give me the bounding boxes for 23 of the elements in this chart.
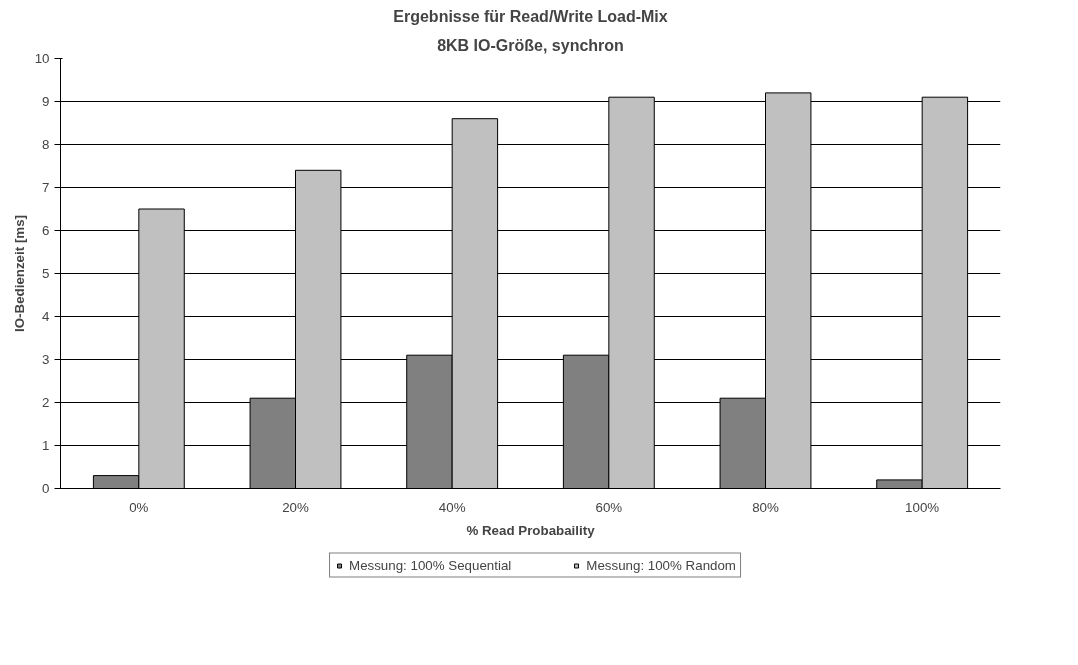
chart-title: Ergebnisse für Read/Write Load-Mix bbox=[393, 7, 668, 25]
x-tick-label: 40% bbox=[438, 499, 466, 515]
x-tick-label: 60% bbox=[595, 499, 623, 515]
y-tick-label: 8 bbox=[42, 137, 50, 152]
y-tick-label: 5 bbox=[42, 266, 50, 281]
y-tick-label: 4 bbox=[42, 309, 51, 324]
x-axis-title: % Read Probabaility bbox=[466, 522, 596, 538]
x-tick-label: 80% bbox=[752, 499, 779, 515]
legend-label: Messung: 100% Sequential bbox=[349, 557, 512, 573]
chart-subtitle: 8KB IO-Größe, synchron bbox=[437, 36, 624, 54]
x-tick-label: 100% bbox=[905, 499, 940, 515]
y-tick-label: 10 bbox=[34, 51, 50, 66]
x-tick-label: 0% bbox=[129, 499, 149, 515]
x-tick-label: 20% bbox=[282, 499, 309, 515]
y-tick-label: 1 bbox=[42, 438, 50, 453]
y-tick-label: 3 bbox=[42, 352, 50, 367]
y-tick-label: 9 bbox=[42, 94, 50, 109]
y-tick-label: 6 bbox=[42, 223, 50, 238]
y-tick-label: 2 bbox=[42, 395, 50, 410]
legend-label: Messung: 100% Random bbox=[586, 557, 736, 573]
y-tick-label: 7 bbox=[42, 180, 50, 195]
y-tick-label: 0 bbox=[42, 481, 50, 496]
y-axis-title: IO-Bedienzeit [ms] bbox=[11, 214, 27, 332]
